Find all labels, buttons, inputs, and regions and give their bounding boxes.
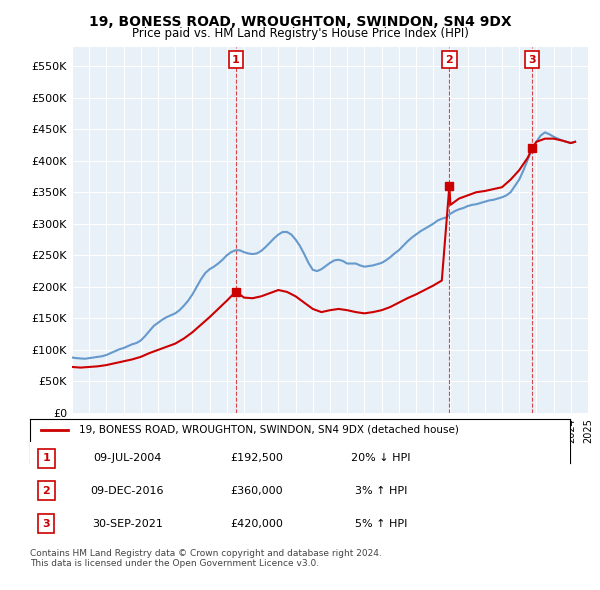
Text: 2: 2 [445,54,453,64]
Text: Price paid vs. HM Land Registry's House Price Index (HPI): Price paid vs. HM Land Registry's House … [131,27,469,40]
Text: 5% ↑ HPI: 5% ↑ HPI [355,519,407,529]
Text: 1: 1 [43,453,50,463]
Text: This data is licensed under the Open Government Licence v3.0.: This data is licensed under the Open Gov… [30,559,319,568]
Text: 20% ↓ HPI: 20% ↓ HPI [351,453,411,463]
Text: 3: 3 [43,519,50,529]
Text: £192,500: £192,500 [230,453,283,463]
Text: 2: 2 [43,486,50,496]
Text: 3: 3 [528,54,536,64]
Text: 09-JUL-2004: 09-JUL-2004 [93,453,161,463]
Text: £420,000: £420,000 [230,519,283,529]
Text: HPI: Average price, detached house, Swindon: HPI: Average price, detached house, Swin… [79,446,316,455]
Text: 19, BONESS ROAD, WROUGHTON, SWINDON, SN4 9DX (detached house): 19, BONESS ROAD, WROUGHTON, SWINDON, SN4… [79,425,458,435]
Text: 3% ↑ HPI: 3% ↑ HPI [355,486,407,496]
Text: £360,000: £360,000 [230,486,283,496]
Text: 09-DEC-2016: 09-DEC-2016 [91,486,164,496]
Text: Contains HM Land Registry data © Crown copyright and database right 2024.: Contains HM Land Registry data © Crown c… [30,549,382,558]
Text: 1: 1 [232,54,240,64]
Text: 30-SEP-2021: 30-SEP-2021 [92,519,163,529]
Text: 19, BONESS ROAD, WROUGHTON, SWINDON, SN4 9DX: 19, BONESS ROAD, WROUGHTON, SWINDON, SN4… [89,15,511,29]
